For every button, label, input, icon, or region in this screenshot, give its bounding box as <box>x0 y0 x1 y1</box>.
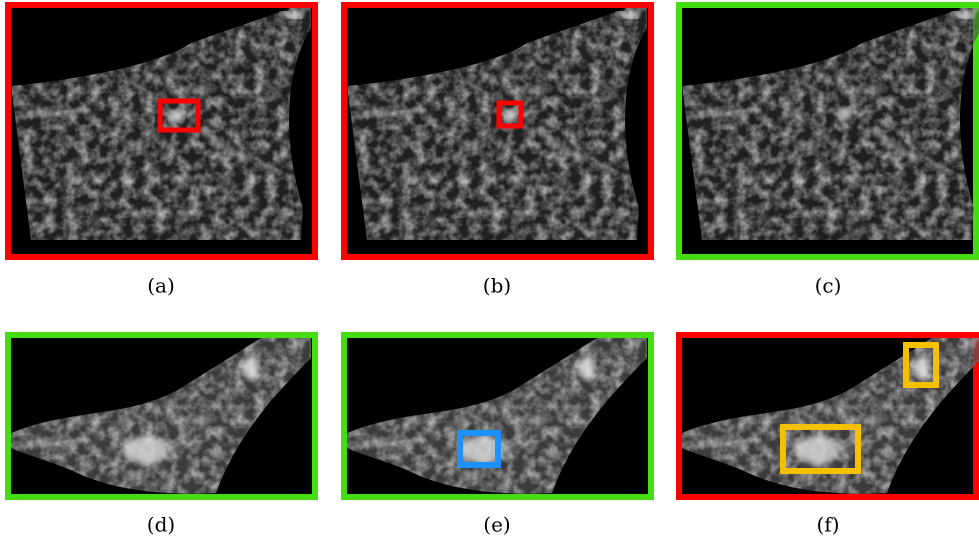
figure: (a) (b) (c) (d) (e) (f) <box>0 0 979 542</box>
caption: (d) <box>147 513 175 537</box>
panel-a <box>8 5 315 257</box>
panel-d <box>8 335 315 497</box>
panel-e <box>344 335 651 497</box>
panel-b <box>344 5 651 257</box>
caption: (b) <box>483 274 511 298</box>
caption: (e) <box>483 513 510 537</box>
caption: (f) <box>816 513 839 537</box>
panel-c <box>679 5 979 257</box>
caption: (c) <box>815 274 842 298</box>
caption: (a) <box>147 274 175 298</box>
page: {"panels": [ {"caption": "(a)"}, {"capti… <box>0 0 979 542</box>
panel-f <box>679 335 979 497</box>
